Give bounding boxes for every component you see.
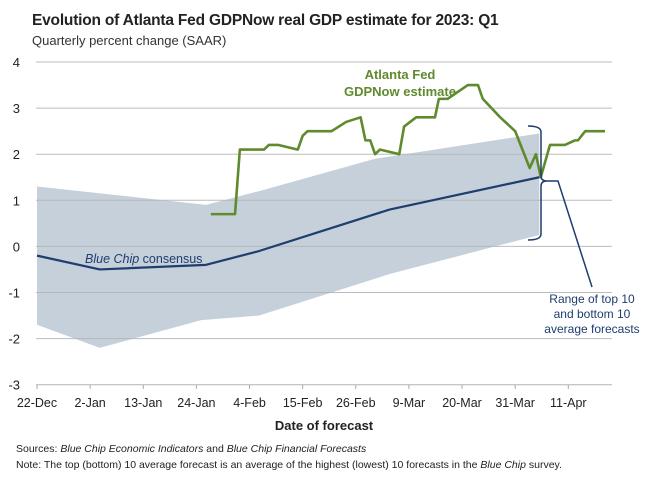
y-tick-label: 0 — [13, 239, 20, 254]
gdpnow-line — [210, 83, 606, 216]
x-tick-label: 4-Feb — [233, 396, 266, 410]
footnote: Note: The top (bottom) 10 average foreca… — [16, 459, 562, 471]
consensus-label-italic: Blue Chip — [85, 252, 139, 266]
y-tick-label: 1 — [13, 193, 20, 208]
x-axis-title: Date of forecast — [275, 418, 374, 433]
y-tick-label: -2 — [8, 332, 20, 347]
note-italic: Blue Chip — [480, 459, 526, 471]
x-tick-label: 11-Apr — [550, 396, 587, 410]
gdpnow-label-line1: Atlanta Fed — [365, 67, 436, 82]
y-tick-label: -1 — [8, 286, 20, 301]
x-tick-label: 20-Mar — [442, 396, 482, 410]
note-label: Note — [16, 459, 39, 471]
source-a: Blue Chip Economic Indicators — [60, 443, 204, 455]
y-tick-label: 2 — [13, 147, 20, 162]
chart-title: Evolution of Atlanta Fed GDPNow real GDP… — [32, 12, 499, 29]
sources-label: Sources: — [16, 443, 58, 455]
x-tick-label: 31-Mar — [495, 396, 535, 410]
consensus-label-rest: consensus — [139, 252, 202, 266]
chart-subtitle: Quarterly percent change (SAAR) — [32, 33, 227, 48]
sources-note: Sources: Blue Chip Economic Indicators a… — [16, 443, 366, 455]
range-label-line: and bottom 10 — [554, 307, 631, 321]
gdpnow-label-line2: GDPNow estimate — [344, 84, 456, 99]
range-label-line: average forecasts — [544, 322, 639, 336]
consensus-label: Blue Chip consensus — [85, 252, 202, 266]
sources-and: and — [203, 443, 227, 455]
x-tick-label: 22-Dec — [17, 396, 57, 410]
note-end: survey. — [525, 459, 562, 471]
blue-chip-consensus-line — [36, 176, 540, 271]
chart: 4 3 2 1 0 -1 -2 -3 22-Dec 2-Jan 13-Jan 24-Jan 4-Feb 1… — [8, 55, 639, 433]
x-tick-label: 15-Feb — [283, 396, 323, 410]
note-text: : The top (bottom) 10 average forecast i… — [38, 459, 481, 471]
x-tick-label: 24-Jan — [177, 396, 215, 410]
x-tick-label: 9-Mar — [393, 396, 426, 410]
y-tick-label: 3 — [13, 101, 20, 116]
y-tick-label: -3 — [8, 378, 20, 393]
x-tick-label: 2-Jan — [74, 396, 105, 410]
y-tick-label: 4 — [13, 55, 20, 70]
x-tick-label: 13-Jan — [124, 396, 162, 410]
range-callout-line — [547, 180, 593, 288]
range-label-line: Range of top 10 — [549, 292, 635, 306]
source-b: Blue Chip Financial Forecasts — [226, 443, 367, 455]
x-tick-label: 26-Feb — [336, 396, 376, 410]
